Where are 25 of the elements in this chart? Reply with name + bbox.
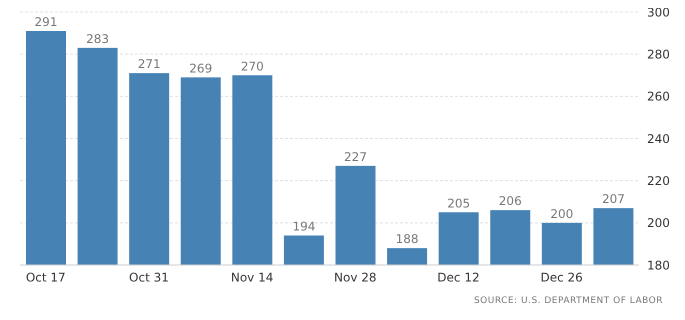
x-tick-label: Nov 28 <box>334 270 377 285</box>
data-label: 283 <box>86 32 110 46</box>
y-tick-label: 240 <box>647 132 670 146</box>
data-label: 291 <box>34 14 58 29</box>
data-label: 188 <box>396 232 419 246</box>
data-label: 269 <box>189 61 212 76</box>
y-tick-label: 220 <box>647 174 670 188</box>
x-tick-label: Oct 17 <box>26 270 66 285</box>
x-tick-label: Dec 12 <box>437 270 480 285</box>
data-label: 270 <box>240 59 264 74</box>
data-label: 200 <box>550 206 574 221</box>
y-tick-label: 280 <box>647 47 670 62</box>
y-tick-label: 260 <box>647 90 670 104</box>
data-label: 271 <box>138 57 161 72</box>
data-label: 227 <box>344 150 367 164</box>
x-tick-label: Oct 31 <box>129 270 169 285</box>
y-tick-label: 200 <box>647 216 670 230</box>
data-label: 207 <box>602 192 625 206</box>
source-note: SOURCE: U.S. DEPARTMENT OF LABOR <box>474 296 663 306</box>
y-tick-label: 180 <box>647 258 670 272</box>
data-label: 194 <box>292 219 316 234</box>
data-label: 206 <box>498 194 522 208</box>
data-label: 205 <box>447 196 470 210</box>
x-tick-label: Nov 14 <box>230 270 274 285</box>
x-tick-label: Dec 26 <box>540 270 583 285</box>
